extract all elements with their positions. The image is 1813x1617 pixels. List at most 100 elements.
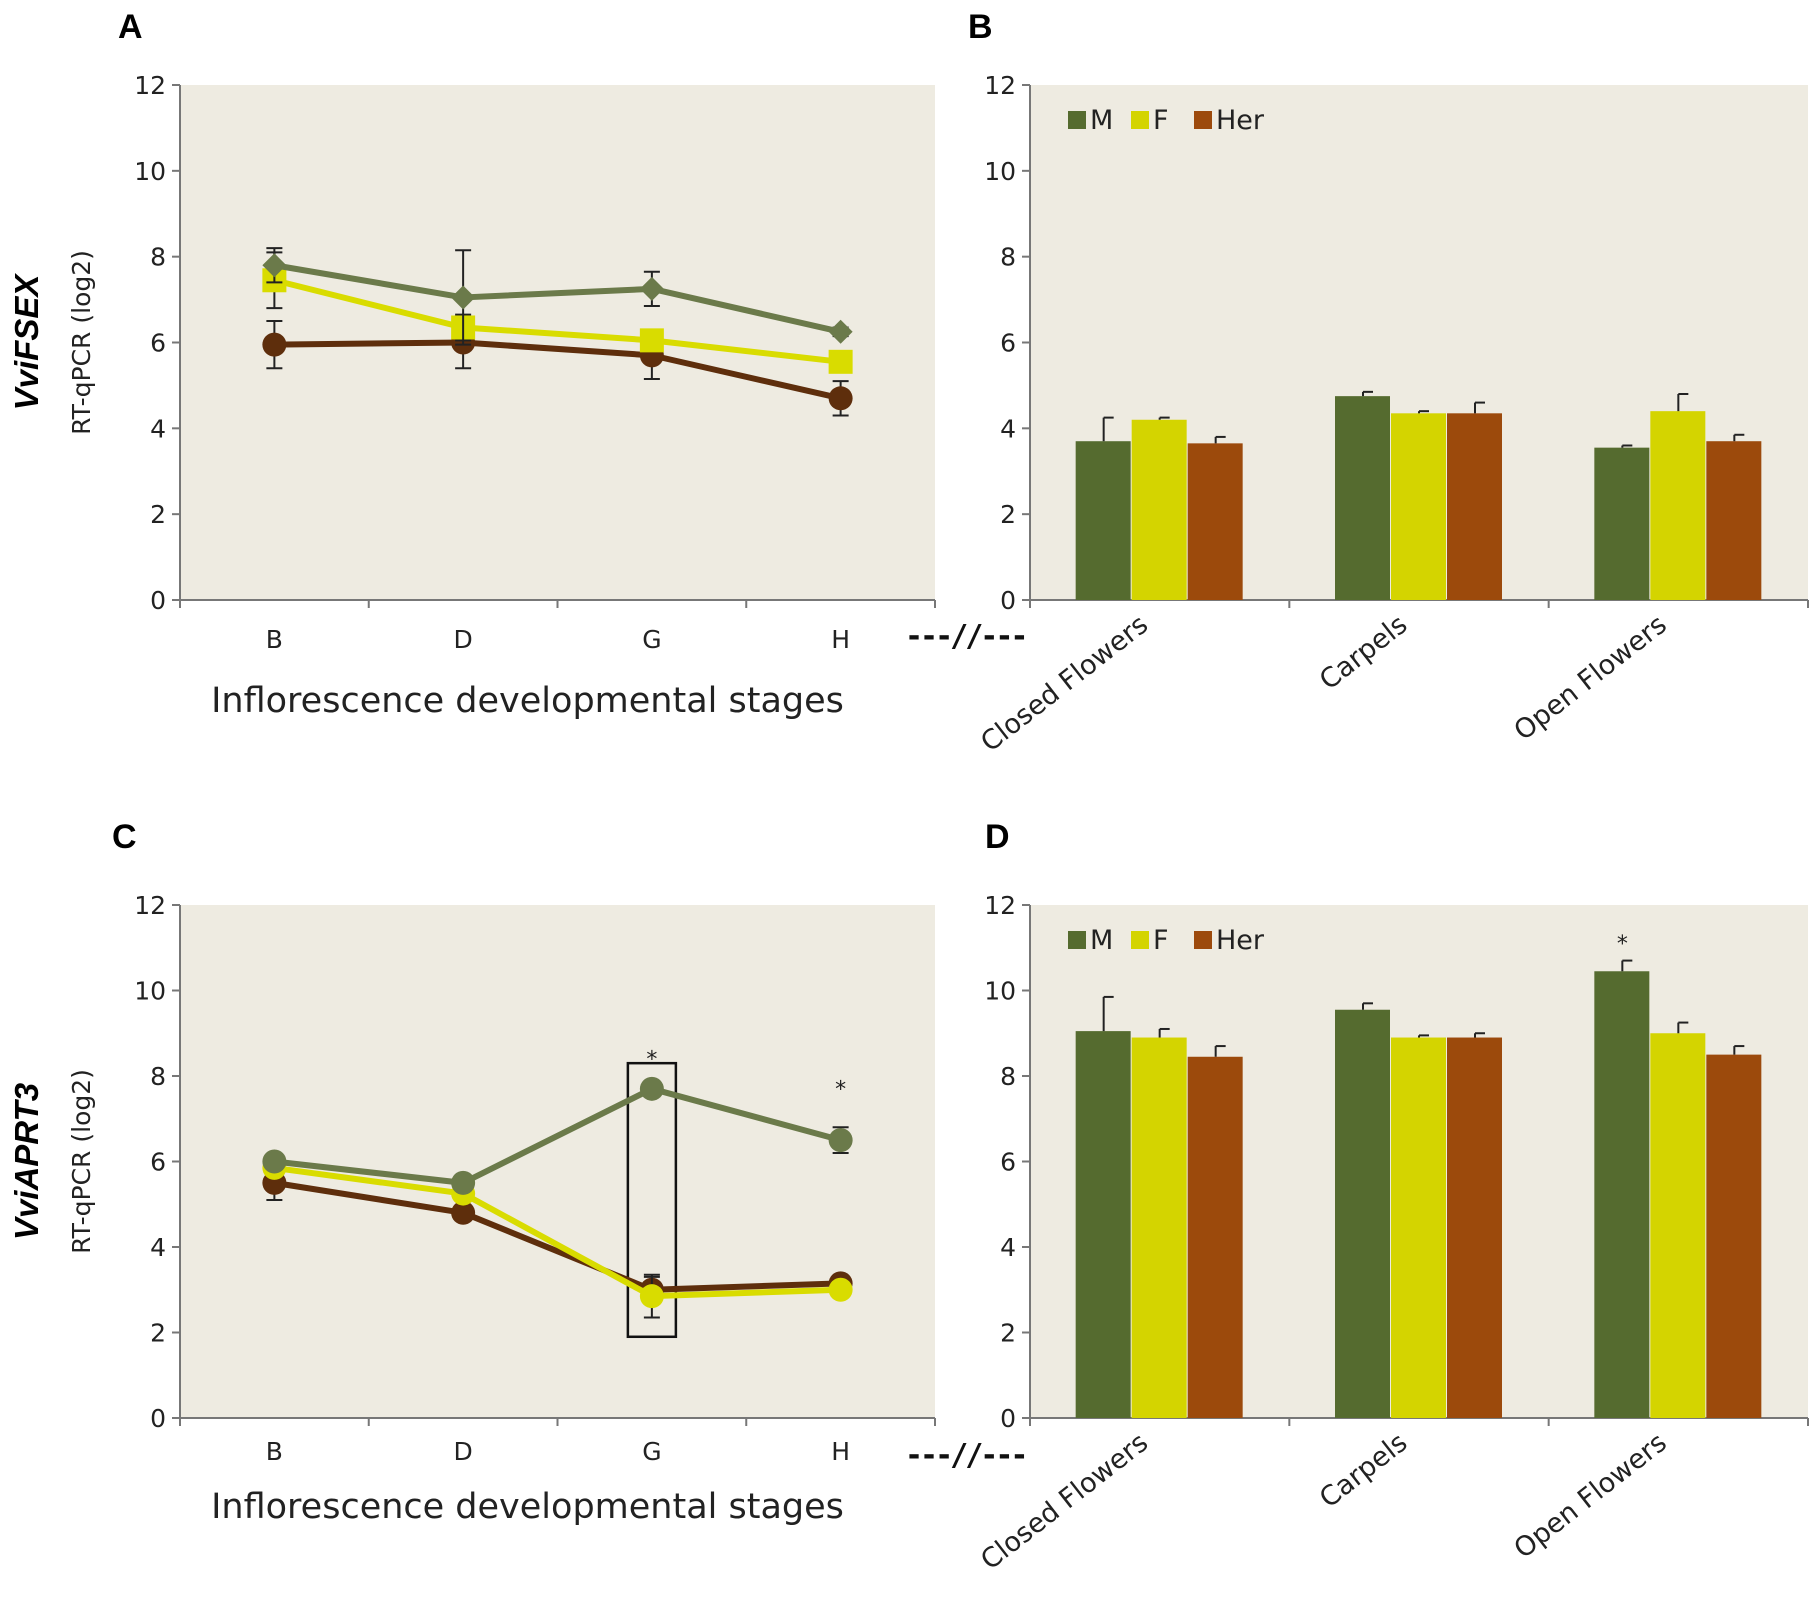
x-tick-label: H (831, 625, 850, 654)
x-tick-label: D (453, 625, 472, 654)
legend-label-m: M (1090, 925, 1113, 956)
bar (1187, 1056, 1243, 1418)
data-point (828, 1128, 853, 1153)
y-tick-label: 4 (150, 414, 166, 443)
bar (1335, 1009, 1390, 1418)
data-point (451, 285, 476, 310)
y-tick-label: 8 (150, 1062, 166, 1091)
series-f (1131, 1021, 1706, 1418)
x-axis-title: Inflorescence developmental stages (211, 1487, 844, 1527)
bar (1075, 1031, 1131, 1418)
significance-star: * (1617, 932, 1628, 957)
y-tick-label: 2 (150, 1319, 166, 1348)
series-m (1075, 959, 1650, 1418)
bar (1594, 447, 1650, 600)
legend-swatch-m (1068, 931, 1086, 949)
y-tick-label: 8 (150, 243, 166, 272)
bar (1447, 1037, 1502, 1418)
y-tick-label: 10 (984, 977, 1016, 1006)
y-tick-label: 4 (1000, 1233, 1016, 1262)
x-tick-label: G (642, 1437, 661, 1466)
series-m (262, 247, 853, 346)
data-point (828, 319, 853, 344)
y-tick-label: 2 (1000, 500, 1016, 529)
series-line (274, 1085, 842, 1186)
bar (1650, 1033, 1706, 1418)
significance-star: * (646, 1048, 657, 1073)
data-point (828, 349, 853, 374)
panel-a: A 0 2 4 6 8 10 12 VviFSEX RT-qPCR (log2) B D G H Inflo… (8, 8, 1029, 721)
legend-swatch-f (1131, 931, 1149, 949)
series-line (273, 1164, 841, 1300)
y-tick-label: 10 (134, 977, 166, 1006)
legend-label-m: M (1090, 105, 1113, 136)
axis-break-mark: ---//--- (905, 619, 1026, 654)
y-tick-label: 4 (150, 1233, 166, 1262)
y-tick-label: 2 (1000, 1319, 1016, 1348)
y-tick-label: 6 (150, 329, 166, 358)
data-point (828, 386, 853, 411)
axis-break-mark: ---//--- (905, 1438, 1026, 1473)
significance-star: * (835, 1078, 846, 1103)
data-point (451, 1200, 476, 1225)
legend-swatch-her (1194, 111, 1212, 129)
y-tick-label: 12 (984, 891, 1016, 920)
legend: M F Her (1068, 925, 1265, 956)
y-tick-label: 10 (134, 157, 166, 186)
data-point (262, 1149, 287, 1174)
legend-swatch-f (1131, 111, 1149, 129)
legend-label-her: Her (1216, 105, 1265, 136)
series-her (1187, 1032, 1762, 1418)
x-tick-label: B (266, 625, 283, 654)
plot-area (180, 905, 935, 1418)
data-point (451, 1170, 476, 1195)
y-tick-label: 12 (134, 891, 166, 920)
data-point (262, 332, 287, 357)
x-tick-label: D (453, 1437, 472, 1466)
legend-label-her: Her (1216, 925, 1265, 956)
y-axis-title: RT-qPCR (log2) (67, 1069, 96, 1254)
panel-label: C (112, 818, 137, 856)
gene-label: VviFSEX (8, 273, 45, 411)
x-tick-label: Carpels (1314, 609, 1413, 696)
bar (1706, 1054, 1762, 1418)
gene-label: VviAPRT3 (8, 1083, 45, 1240)
bar (1131, 1037, 1187, 1418)
y-tick-label: 4 (1000, 414, 1016, 443)
bar (1594, 971, 1650, 1418)
panel-label: B (968, 8, 993, 46)
legend-swatch-m (1068, 111, 1086, 129)
x-tick-label: B (266, 1437, 283, 1466)
bar (1391, 413, 1446, 600)
panel-label: D (985, 818, 1010, 856)
y-tick-label: 10 (984, 157, 1016, 186)
y-tick-label: 6 (150, 1148, 166, 1177)
series-her (1187, 401, 1762, 600)
data-point (262, 253, 287, 278)
series-f (262, 251, 853, 374)
x-tick-label: G (642, 625, 661, 654)
legend-label-f: F (1153, 925, 1169, 956)
y-tick-label: 0 (150, 586, 166, 615)
data-point (639, 1076, 664, 1101)
data-point (639, 1284, 664, 1309)
series-m (1075, 390, 1650, 600)
y-tick-label: 6 (1000, 1148, 1016, 1177)
x-axis-title: Inflorescence developmental stages (211, 681, 844, 721)
bar (1131, 419, 1187, 600)
x-tick-label: Open Flowers (1508, 1427, 1672, 1565)
legend-label-f: F (1153, 105, 1169, 136)
y-tick-label: 6 (1000, 329, 1016, 358)
series-line (273, 277, 841, 365)
series-line (273, 262, 842, 335)
bar (1650, 411, 1706, 600)
series-line (274, 339, 842, 402)
data-point (828, 1277, 853, 1302)
data-point (639, 328, 664, 353)
bar (1335, 396, 1390, 600)
x-tick-label: Open Flowers (1508, 609, 1672, 747)
y-tick-label: 12 (134, 71, 166, 100)
y-tick-label: 8 (1000, 1062, 1016, 1091)
